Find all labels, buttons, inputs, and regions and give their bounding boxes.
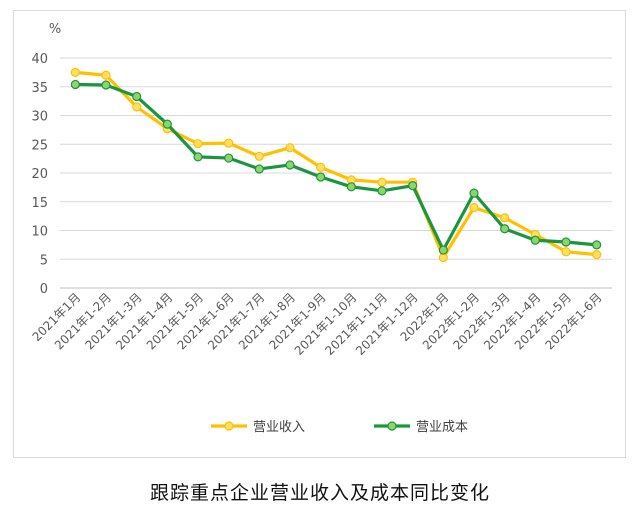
data-point <box>193 152 203 162</box>
data-point <box>377 186 387 196</box>
data-point <box>224 153 234 163</box>
legend: 营业收入 营业成本 <box>211 420 468 435</box>
data-point <box>285 160 295 170</box>
data-point <box>469 202 479 213</box>
series-lines <box>70 67 602 263</box>
y-tick-label: 15 <box>31 196 48 211</box>
series-1 <box>70 67 602 263</box>
data-point <box>254 164 264 174</box>
series-2 <box>70 79 602 255</box>
legend-marker <box>224 421 234 431</box>
data-point <box>316 172 326 182</box>
data-point <box>346 182 356 192</box>
data-point <box>254 151 264 161</box>
data-point <box>224 138 234 148</box>
series-line <box>73 82 599 252</box>
data-point <box>101 80 111 90</box>
y-tick-label: 35 <box>31 81 48 96</box>
data-point <box>592 240 602 250</box>
data-point <box>438 245 448 255</box>
data-point <box>70 79 80 90</box>
y-tick-label: 5 <box>40 253 48 268</box>
y-tick-label: 0 <box>40 282 48 297</box>
data-point <box>285 143 295 153</box>
y-axis-unit-label: % <box>49 22 61 37</box>
data-point <box>132 102 142 112</box>
figure-caption: 跟踪重点企业营业收入及成本同比变化 <box>149 482 490 504</box>
data-point <box>438 252 448 263</box>
data-point <box>561 237 571 247</box>
data-point <box>101 70 111 80</box>
data-point <box>377 177 387 187</box>
legend-item: 营业收入 <box>211 420 305 435</box>
x-axis-ticks: 2021年1月2021年1-2月2021年1-3月2021年1-4月2021年1… <box>30 290 605 358</box>
y-tick-label: 25 <box>31 138 48 153</box>
legend-label: 营业收入 <box>253 420 305 435</box>
legend-marker <box>387 421 397 431</box>
data-point <box>592 250 602 260</box>
legend-label: 营业成本 <box>416 420 468 435</box>
data-point <box>316 162 326 172</box>
y-tick-label: 10 <box>31 225 48 240</box>
data-point <box>500 213 510 223</box>
line-chart: % 0 5 10 15 20 25 30 35 40 2021年1月2021年1-2月2021年… <box>30 22 612 435</box>
legend-item: 营业成本 <box>374 420 468 435</box>
y-axis-ticks: 0 5 10 15 20 25 30 35 40 <box>31 52 48 297</box>
data-point <box>408 181 418 191</box>
data-point <box>70 67 80 77</box>
data-point <box>500 224 510 234</box>
data-point <box>469 188 479 198</box>
y-tick-label: 40 <box>31 52 48 67</box>
chart-frame: % 0 5 10 15 20 25 30 35 40 2021年1月 2021年1-2月 2021年… <box>13 10 626 458</box>
data-point <box>132 91 142 102</box>
data-point <box>530 235 540 245</box>
data-point <box>193 139 203 149</box>
y-tick-label: 20 <box>31 167 48 182</box>
series-line <box>73 70 599 260</box>
data-point <box>561 247 571 257</box>
y-tick-label: 30 <box>31 110 48 125</box>
data-point <box>162 119 172 129</box>
